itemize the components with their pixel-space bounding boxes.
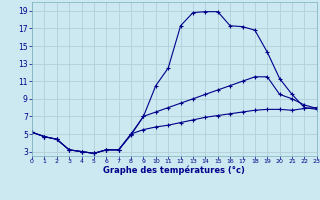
X-axis label: Graphe des températures (°c): Graphe des températures (°c)	[103, 166, 245, 175]
